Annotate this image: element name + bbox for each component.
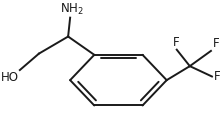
Text: NH$_2$: NH$_2$ <box>60 2 84 17</box>
Text: F: F <box>172 36 179 49</box>
Text: F: F <box>213 37 220 50</box>
Text: HO: HO <box>1 71 19 84</box>
Text: F: F <box>214 70 221 83</box>
